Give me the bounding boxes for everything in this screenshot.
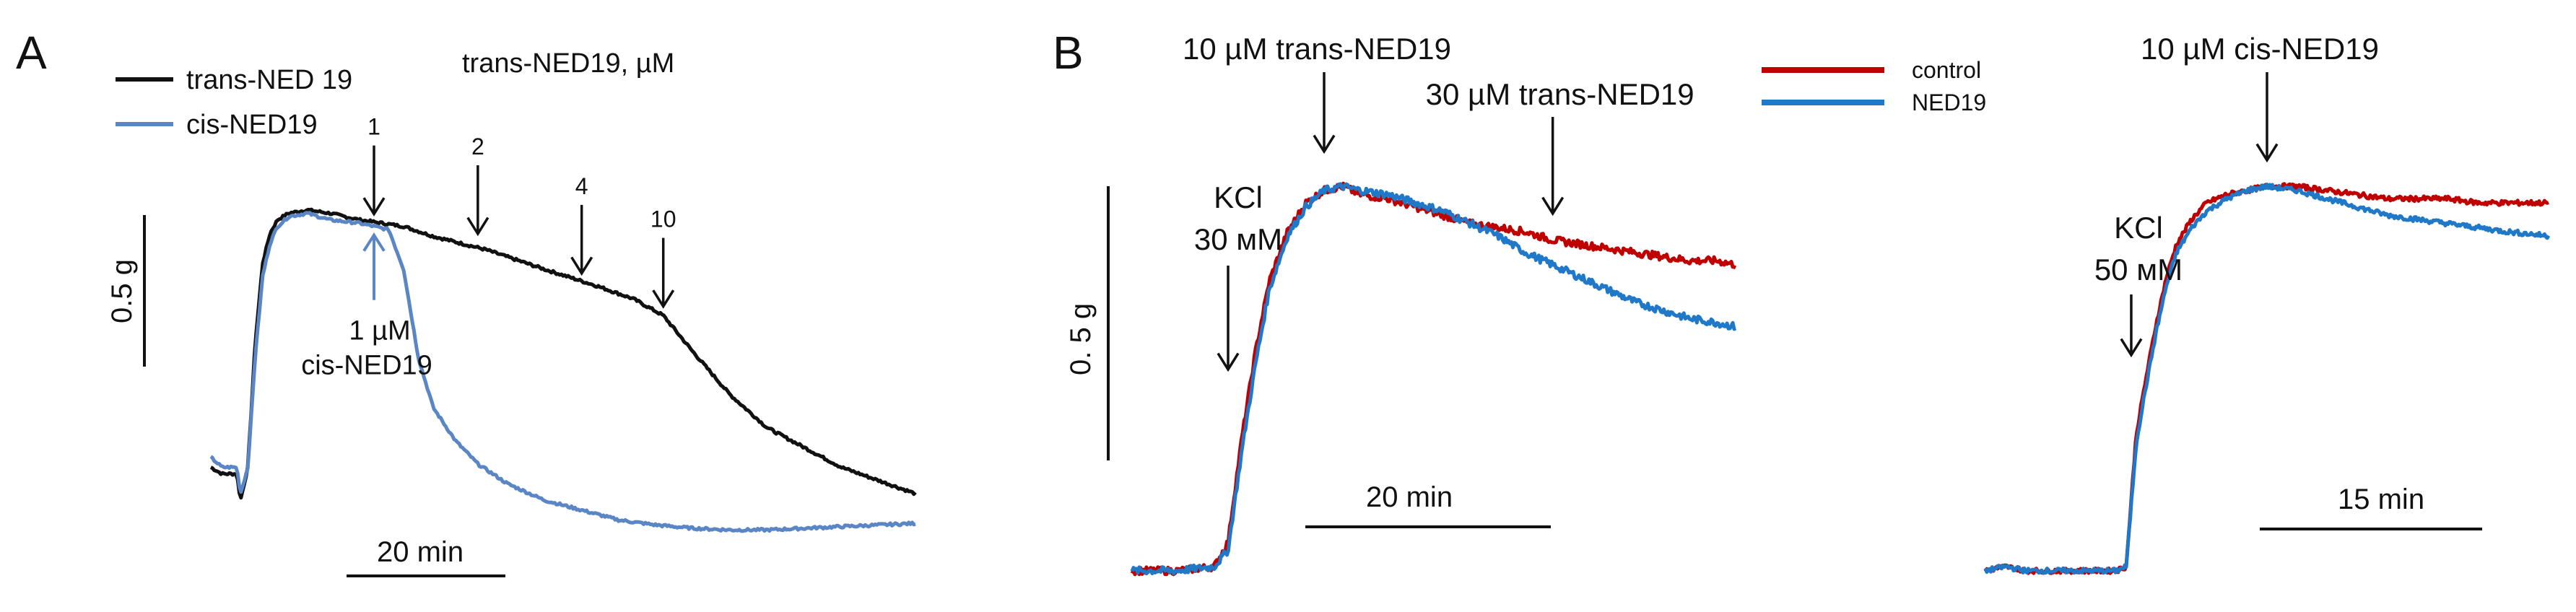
panel-b-left-plot: KCl 30 мM 10 µM trans-NED19 30 µM trans-NED… (1130, 32, 1737, 577)
arrow-dose-4 (570, 204, 593, 276)
arrow-kcl (1217, 266, 1240, 372)
panel-b-right-x-scale-label: 15 min (2338, 484, 2424, 515)
annotation-kcl-right: KCl (2114, 211, 2163, 245)
legend-label-control: control (1912, 57, 1981, 83)
panel-a-title: trans-NED19, µM (462, 48, 674, 79)
panel-a-y-scale-label: 0.5 g (106, 259, 138, 323)
panel-b-letter: B (1053, 27, 1084, 79)
panel-b-legend: control NED19 (1762, 57, 1986, 115)
annotation-cis-10: 10 µM cis-NED19 (2141, 32, 2379, 66)
legend-label-ned19: NED19 (1912, 89, 1986, 115)
series-line-cis-ned19 (209, 211, 916, 533)
arrow-kcl-right (2120, 294, 2143, 358)
panel-b-y-scale-label: 0. 5 g (1065, 303, 1097, 375)
arrow-dose-2 (466, 165, 489, 237)
annotation-kcl: KCl (1214, 180, 1263, 214)
arrow-dose-10 (652, 237, 675, 309)
arrow-cis-ned19 (362, 232, 386, 300)
series-line-ned19 (1130, 182, 1737, 576)
arrow-trans-10 (1313, 72, 1336, 154)
legend-label-cis: cis-NED19 (186, 110, 318, 140)
series-line-ned19 (1983, 183, 2551, 575)
legend-label-trans: trans-NED 19 (186, 65, 352, 95)
annotation-trans-10: 10 µM trans-NED19 (1183, 32, 1451, 66)
annotation-dose-1: 1 (367, 114, 380, 140)
annotation-kcl-conc-right: 50 мM (2094, 253, 2183, 287)
panel-b-left-x-scale-label: 20 min (1366, 481, 1453, 513)
panel-a-x-scale-label: 20 min (377, 536, 464, 568)
arrow-trans-30 (1541, 117, 1565, 217)
panel-b-right: 15 min KCl 50 мM 10 µM cis-NED19 (1983, 32, 2551, 575)
annotation-dose-4: 4 (575, 173, 588, 199)
arrow-cis-10 (2255, 72, 2279, 163)
arrow-dose-1 (362, 145, 386, 217)
panel-a: trans-NED 19 cis-NED19 trans-NED19, µM 0… (106, 48, 917, 577)
series-line-control (1983, 182, 2549, 575)
series-line-trans-ned-19 (209, 207, 917, 500)
annotation-cis-conc: 1 µM (349, 316, 410, 346)
panel-a-plot: 1 2 4 10 1 µM cis-NED19 (209, 114, 917, 533)
panel-a-letter: A (16, 27, 47, 79)
annotation-trans-30: 30 µM trans-NED19 (1426, 77, 1694, 111)
annotation-dose-10: 10 (650, 206, 676, 232)
annotation-dose-2: 2 (471, 134, 484, 159)
annotation-kcl-conc: 30 мM (1194, 222, 1282, 256)
panel-b-left: 0. 5 g 20 min KCl 30 мM 10 µM trans-NED19 3… (1065, 32, 1737, 577)
panel-b-right-plot: KCl 50 мM 10 µM cis-NED19 (1983, 32, 2551, 575)
annotation-cis-name: cis-NED19 (301, 351, 432, 381)
